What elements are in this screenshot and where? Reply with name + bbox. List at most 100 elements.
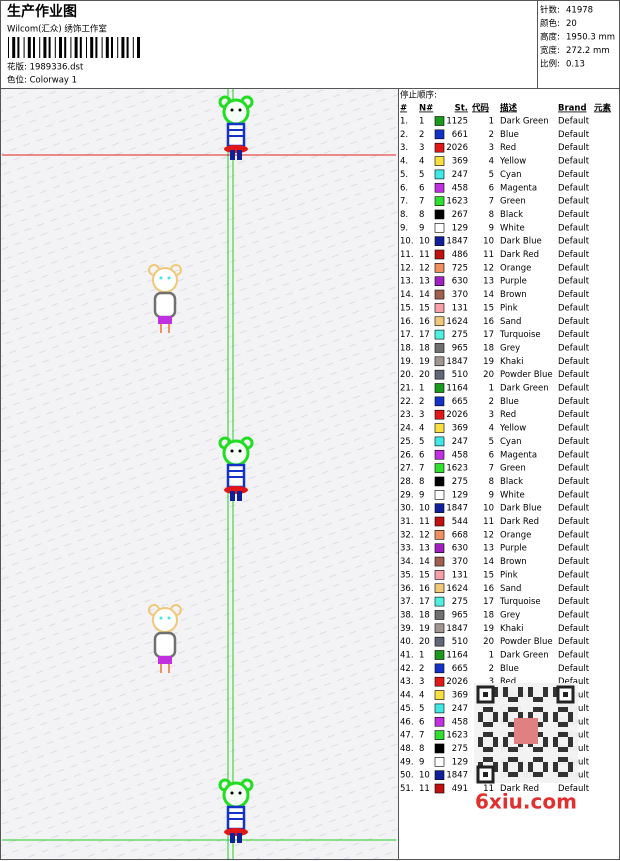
bar-stripe	[111, 37, 113, 58]
row-number: 26.	[400, 450, 414, 460]
qr-cell	[503, 742, 508, 747]
needle: 11	[419, 784, 430, 794]
qr-cell	[478, 717, 483, 722]
description: Dark Red	[500, 517, 539, 527]
bar-stripe	[126, 37, 129, 58]
code: 4	[489, 424, 494, 434]
color-swatch	[434, 142, 445, 153]
stitches: 1623	[446, 731, 468, 741]
brand: Default	[558, 197, 590, 207]
row-number: 6.	[400, 183, 408, 193]
row-number: 41.	[400, 651, 414, 661]
qr-cell	[518, 742, 523, 747]
needle: 12	[419, 530, 430, 540]
stitches: 965	[452, 343, 468, 353]
description: Pink	[500, 570, 518, 580]
qr-cell	[528, 687, 533, 692]
qr-cell	[488, 722, 493, 727]
needle: 16	[419, 317, 430, 327]
stitches: 458	[452, 183, 468, 193]
description: Grey	[500, 610, 520, 620]
needle: 13	[419, 544, 430, 554]
stop-table: # N# St. 代码 描述 Brand 元素1. 1 1125 1 Dark Green Defau…	[400, 103, 612, 795]
row-number: 3.	[400, 143, 408, 153]
qr-cell	[503, 717, 508, 722]
brand: Default	[558, 544, 590, 554]
color-swatch	[434, 449, 445, 460]
needle: 16	[419, 584, 430, 594]
color-swatch	[434, 503, 445, 513]
row-number: 20.	[400, 370, 414, 380]
qr-cell	[518, 767, 523, 772]
description: Magenta	[500, 183, 537, 193]
qr-cell	[568, 737, 573, 742]
qr-cell	[543, 767, 548, 772]
qr-cell	[543, 717, 548, 722]
needle: 10	[419, 237, 430, 247]
row-number: 46.	[400, 717, 414, 727]
brand: Default	[558, 237, 590, 247]
qr-cell	[543, 712, 548, 717]
needle: 5	[419, 437, 424, 447]
description: Blue	[500, 664, 519, 674]
row-number: 45.	[400, 704, 414, 714]
color-swatch	[434, 716, 445, 727]
needle: 5	[419, 704, 424, 714]
info-value: 272.2 mm	[566, 46, 610, 56]
row-number: 13.	[400, 277, 414, 287]
code: 4	[489, 157, 494, 167]
needle: 12	[419, 263, 430, 273]
qr-cell	[518, 692, 523, 697]
color-swatch	[434, 182, 445, 193]
row-number: 22.	[400, 397, 414, 407]
qr-cell	[513, 772, 518, 777]
color-swatch	[434, 636, 445, 647]
column-header: 描述	[500, 103, 518, 114]
brand: Default	[558, 651, 590, 661]
stitches: 2026	[446, 677, 468, 687]
column-header: St.	[455, 104, 468, 114]
description: Pink	[500, 303, 518, 313]
stitches: 630	[452, 544, 468, 554]
company: Wilcom(汇众) 绣饰工作室	[7, 24, 107, 35]
qr-cell	[543, 737, 548, 742]
qr-cell	[483, 732, 488, 737]
brand: Default	[558, 450, 590, 460]
watermark: 6xiu.com	[475, 790, 577, 814]
stitches: 1624	[446, 584, 468, 594]
stitches: 369	[452, 157, 468, 167]
bar-stripe	[64, 37, 67, 58]
code: 7	[489, 464, 494, 474]
code: 17	[483, 330, 494, 340]
needle: 7	[419, 464, 424, 474]
qr-cell	[538, 722, 543, 727]
code: 12	[483, 263, 494, 273]
description: Purple	[500, 544, 527, 554]
needle: 9	[419, 757, 424, 767]
code: 15	[483, 570, 494, 580]
color-swatch	[434, 530, 445, 540]
stitches: 370	[452, 557, 468, 567]
qr-cell	[563, 722, 568, 727]
brand: Default	[558, 437, 590, 447]
qr-cell	[553, 687, 558, 692]
color-swatch	[434, 596, 445, 607]
needle: 10	[419, 504, 430, 514]
needle: 15	[419, 303, 430, 313]
row-number: 4.	[400, 157, 408, 167]
needle: 18	[419, 610, 430, 620]
needle: 8	[419, 477, 424, 487]
brand: Default	[558, 343, 590, 353]
description: Khaki	[500, 624, 523, 634]
qr-cell	[528, 767, 533, 772]
color-swatch	[434, 690, 445, 700]
qr-cell	[503, 737, 508, 742]
brand: Default	[558, 490, 590, 500]
description: Yellow	[499, 157, 526, 167]
stitches: 661	[452, 130, 468, 140]
design-file: 花版: 1989336.dst	[7, 62, 84, 73]
needle: 13	[419, 277, 430, 287]
code: 12	[483, 530, 494, 540]
info-label: 针数:	[540, 5, 560, 16]
needle: 6	[419, 183, 424, 193]
